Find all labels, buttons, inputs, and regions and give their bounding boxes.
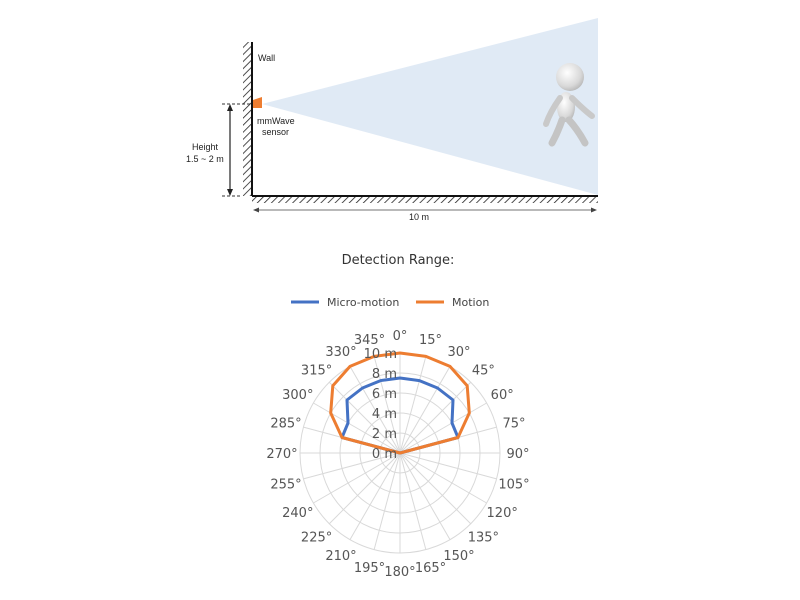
angle-tick-label: 195° (354, 561, 385, 576)
chart-legend: Micro-motion Motion (291, 296, 489, 309)
angle-tick-label: 75° (502, 417, 525, 432)
grid-spoke (328, 381, 401, 454)
grid-spoke (303, 452, 401, 480)
person-arm-left (543, 95, 563, 127)
ring-tick-label: 2 m (372, 427, 397, 442)
ring-tick-label: 10 m (364, 347, 397, 362)
sensor-label-line2: sensor (262, 127, 289, 137)
grid-spoke (349, 452, 401, 540)
grid-spoke (399, 452, 451, 540)
angle-tick-label: 45° (472, 364, 495, 379)
grid-spoke (399, 356, 427, 454)
height-label-line2: 1.5 ~ 2 m (186, 154, 224, 164)
angle-tick-label: 135° (468, 530, 499, 545)
height-label-line1: Height (192, 142, 219, 152)
angle-tick-label: 240° (282, 506, 313, 521)
grid-spoke (328, 452, 401, 525)
grid-spoke (399, 452, 427, 550)
angle-tick-label: 0° (393, 329, 408, 344)
radar-chart: 0° 15° 30°45° 60° 75° 90° 105° 120° 135° 150°165°… (266, 329, 529, 580)
distance-label: 10 m (409, 212, 429, 222)
grid-spoke (349, 366, 401, 454)
angle-tick-label: 345° (354, 333, 385, 348)
angle-tick-label: 90° (506, 447, 529, 462)
height-arrow-head-top (227, 104, 233, 111)
grid-spoke (313, 402, 401, 454)
ring-tick-label: 4 m (372, 407, 397, 422)
angle-tick-label: 30° (447, 345, 470, 360)
grid-spoke (373, 356, 401, 454)
angle-tick-label: 15° (419, 333, 442, 348)
person-leg-left (548, 116, 566, 147)
detection-beam (262, 18, 598, 195)
grid-spoke (399, 452, 472, 525)
angle-tick-label: 60° (491, 388, 514, 403)
angle-tick-label: 165° (415, 561, 446, 576)
angle-tick-label: 315° (301, 364, 332, 379)
distance-arrow-head-left (253, 207, 259, 213)
wall-label: Wall (258, 53, 275, 63)
angle-tick-label: 210° (325, 549, 356, 564)
legend-label-motion: Motion (452, 296, 489, 309)
angle-tick-label: 150° (443, 549, 474, 564)
height-arrow-head-bottom (227, 189, 233, 196)
floor-hatch (252, 196, 598, 203)
sensor-label-line1: mmWave (257, 116, 295, 126)
angle-tick-label: 255° (270, 478, 301, 493)
angle-tick-label: 120° (487, 506, 518, 521)
installation-scene: Wall mmWave sensor Height 1.5 ~ 2 m 10 m (186, 18, 598, 222)
legend-label-micro-motion: Micro-motion (327, 296, 399, 309)
angle-tick-label: 180° (384, 565, 415, 580)
series-line-motion (329, 351, 471, 455)
grid-spoke (399, 452, 487, 504)
angle-tick-label: 105° (498, 478, 529, 493)
ring-tick-label: 6 m (372, 387, 397, 402)
person-leg-right (565, 116, 589, 147)
ring-tick-label: 0 m (372, 447, 397, 462)
wall-hatch (243, 42, 251, 196)
grid-spoke (399, 452, 497, 480)
person-figure (543, 63, 595, 147)
angle-tick-label: 270° (266, 447, 297, 462)
grid-spoke (399, 381, 472, 454)
grid-spoke (399, 366, 451, 454)
angle-tick-label: 225° (301, 530, 332, 545)
angle-tick-label: 330° (325, 345, 356, 360)
distance-arrow-head-right (591, 207, 597, 213)
grid-spoke (399, 402, 487, 454)
chart-title: Detection Range: (342, 253, 455, 268)
person-arm-right (569, 95, 595, 119)
angle-tick-label: 300° (282, 388, 313, 403)
angle-tick-label: 285° (270, 417, 301, 432)
ring-tick-label: 8 m (372, 367, 397, 382)
sensor-icon (253, 97, 262, 108)
person-head (556, 63, 584, 91)
grid-spoke (313, 452, 401, 504)
grid-spoke (373, 452, 401, 550)
